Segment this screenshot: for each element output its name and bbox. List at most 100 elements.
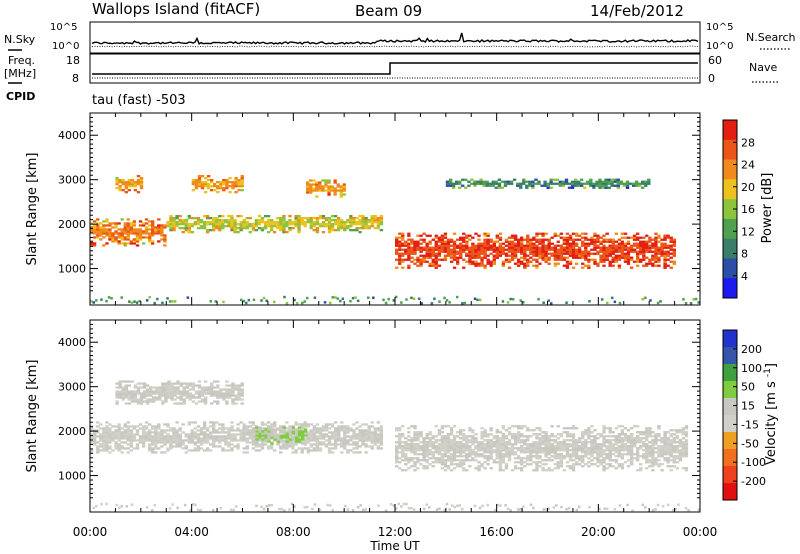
echo-cell [187,223,191,226]
echo-cell [115,382,119,385]
echo-cell [297,440,302,443]
echo-cell [645,250,649,253]
echo-cell [574,445,579,448]
echo-cell [492,244,496,247]
echo-cell [361,219,365,222]
echo-cell [544,439,548,442]
echo-cell [501,427,505,430]
echo-cell [468,252,472,255]
echo-cell [321,217,326,220]
echo-cell [462,429,466,432]
echo-cell [203,185,208,188]
echo-cell [111,240,115,243]
echo-cell [260,227,265,230]
echo-cell [123,441,127,444]
echo-cell [123,433,127,436]
echo-cell [535,427,539,430]
echo-cell [199,433,204,436]
echo-cell [675,451,679,454]
echo-cell [398,256,402,259]
echo-cell [590,447,594,450]
echo-cell [334,296,337,299]
echo-cell [517,238,521,241]
echo-cell [361,439,365,442]
echo-cell [544,244,548,247]
echo-cell [507,246,512,249]
echo-cell [358,431,362,434]
echo-cell [117,437,121,440]
echo-cell [398,443,402,446]
echo-cell [611,242,615,245]
echo-cell [120,427,124,430]
echo-cell [291,223,295,226]
echo-cell [471,429,475,432]
echo-cell [410,250,414,253]
echo-cell [495,248,499,251]
echo-cell [404,242,408,245]
echo-cell [105,431,109,434]
echo-cell [553,439,557,442]
echo-cell [154,443,158,446]
echo-cell [135,445,140,448]
echo-cell [488,182,492,185]
echo-cell [145,384,150,387]
echo-cell [273,449,277,452]
echo-cell [641,180,645,183]
echo-cell [538,465,542,468]
echo-cell [592,186,596,189]
echo-cell [672,242,676,245]
echo-cell [431,443,435,446]
echo-cell [626,449,631,452]
echo-cell [684,443,689,446]
echo-cell [236,447,240,450]
echo-cell [203,181,208,184]
echo-cell [285,225,289,228]
echo-cell [632,242,637,245]
echo-cell [526,238,530,241]
echo-cell [648,461,652,464]
echo-cell [553,250,557,253]
echo-cell [126,429,130,432]
echo-cell [422,256,426,259]
echo-cell [516,184,520,187]
echo-cell [486,459,490,462]
echo-cell [587,431,591,434]
echo-cell [581,431,585,434]
echo-cell [127,384,131,387]
echo-cell [212,431,216,434]
echo-cell [118,380,122,383]
echo-cell [602,449,606,452]
echo-cell [428,453,432,456]
echo-cell [191,396,195,399]
echo-cell [306,185,310,188]
echo-cell [578,447,582,450]
echo-cell [584,252,588,255]
echo-cell [401,238,405,241]
echo-cell [440,242,445,245]
echo-cell [194,396,199,399]
echo-cell [212,425,216,428]
echo-cell [398,439,402,442]
echo-cell [321,215,326,218]
echo-cell [102,435,106,438]
echo-cell [590,439,594,442]
echo-cell [342,187,346,190]
echo-cell [654,435,658,438]
echo-cell [605,256,609,259]
echo-cell [620,455,624,458]
echo-cell [301,430,305,433]
echo-cell [629,449,634,452]
echo-cell [166,223,170,226]
echo-cell [666,445,670,448]
echo-cell [629,427,634,430]
echo-cell [212,441,216,444]
echo-cell [170,390,174,393]
echo-cell [443,453,448,456]
echo-cell [193,449,197,452]
echo-cell [565,435,570,438]
echo-cell [172,223,176,226]
echo-cell [93,242,97,245]
echo-cell [642,437,646,440]
echo-cell [656,301,660,305]
echo-cell [225,392,229,395]
